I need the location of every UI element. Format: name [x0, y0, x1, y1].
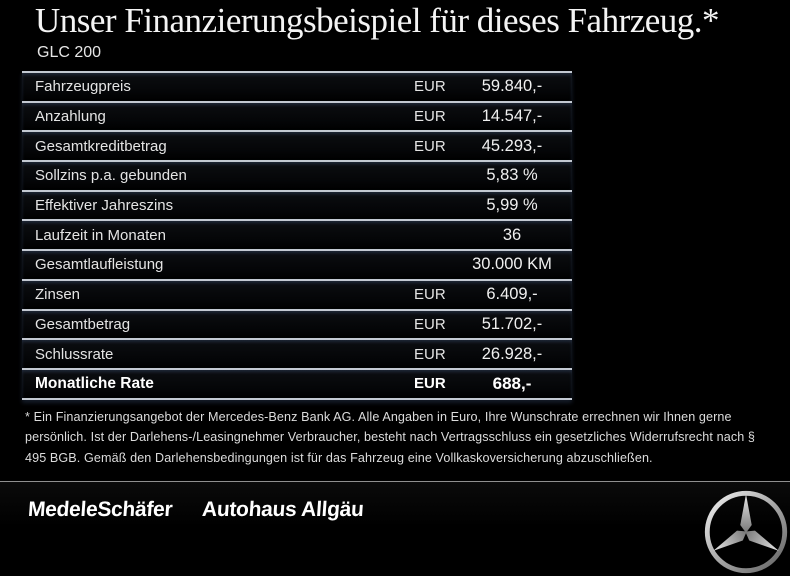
row-label: Schlussrate: [35, 345, 114, 363]
row-value-area: EUR 688,-: [414, 374, 564, 394]
row-value: 30.000 KM: [472, 255, 552, 274]
row-value-area: EUR 26.928,-: [414, 345, 564, 364]
table-row: Gesamtlaufleistung 30.000 KM: [22, 249, 572, 279]
row-label: Zinsen: [35, 286, 81, 304]
row-label: Fahrzeugpreis: [35, 78, 131, 96]
row-value: 51.702,-: [481, 314, 543, 333]
row-currency: EUR: [414, 315, 446, 333]
row-label: Effektiver Jahreszins: [35, 197, 174, 215]
legal-footnote: * Ein Finanzierungsangebot der Mercedes-…: [25, 410, 756, 465]
row-value-area: 5,99 %: [414, 196, 564, 215]
row-currency: EUR: [414, 286, 446, 304]
row-value-area: EUR 14.547,-: [414, 107, 564, 126]
footer-divider: [0, 481, 790, 482]
row-label: Gesamtkreditbetrag: [35, 137, 167, 155]
mercedes-star-icon: [704, 490, 788, 574]
row-value: 5,83 %: [486, 166, 538, 185]
table-row: Effektiver Jahreszins 5,99 %: [22, 189, 572, 220]
row-value-area: 5,83 %: [414, 166, 564, 185]
table-row: Gesamtbetrag EUR 51.702,-: [22, 308, 572, 339]
footer-bar: MedeleSchäfer Autohaus Allgäu: [0, 482, 790, 574]
row-currency: EUR: [414, 345, 446, 363]
row-value: 59.840,-: [481, 77, 543, 96]
row-label: Gesamtlaufleistung: [35, 256, 164, 274]
row-value: 688,-: [492, 373, 532, 393]
dealer-logo-autohaus-allgaeu: Autohaus Allgäu: [201, 498, 365, 521]
row-value: 36: [502, 225, 522, 244]
row-label: Monatliche Rate: [35, 374, 154, 392]
table-row: Monatliche Rate EUR 688,-: [22, 367, 572, 398]
dealer-logo-medele-schaefer: MedeleSchäfer: [27, 498, 174, 521]
row-label: Gesamtbetrag: [35, 315, 131, 333]
row-value: 45.293,-: [481, 136, 543, 155]
table-row: Laufzeit in Monaten 36: [22, 219, 572, 250]
row-value-area: EUR 45.293,-: [414, 137, 564, 156]
table-row: Zinsen EUR 6.409,-: [22, 278, 572, 309]
row-label: Anzahlung: [35, 108, 106, 126]
table-row: Schlussrate EUR 26.928,-: [22, 338, 572, 368]
page-title: Unser Finanzierungsbeispiel für dieses F…: [35, 1, 720, 40]
table-row: Sollzins p.a. gebunden 5,83 %: [22, 160, 572, 190]
table-row: Anzahlung EUR 14.547,-: [22, 100, 572, 131]
row-currency: EUR: [414, 137, 446, 155]
row-value-area: EUR 6.409,-: [414, 285, 564, 304]
row-value-area: EUR 51.702,-: [414, 315, 564, 334]
row-value-area: EUR 59.840,-: [414, 77, 564, 96]
row-value: 14.547,-: [481, 107, 543, 126]
table-row: Fahrzeugpreis EUR 59.840,-: [22, 71, 572, 101]
table-row: Gesamtkreditbetrag EUR 45.293,-: [22, 130, 572, 161]
row-currency: EUR: [414, 108, 446, 126]
row-currency: EUR: [414, 375, 446, 393]
row-value: 6.409,-: [486, 285, 538, 304]
row-value-area: 30.000 KM: [414, 255, 564, 274]
row-value: 5,99 %: [486, 196, 538, 215]
vehicle-model: GLC 200: [37, 44, 102, 61]
row-label: Sollzins p.a. gebunden: [35, 167, 187, 185]
row-value-area: 36: [414, 226, 564, 245]
row-label: Laufzeit in Monaten: [35, 226, 166, 244]
row-currency: EUR: [414, 78, 446, 96]
financing-table: Fahrzeugpreis EUR 59.840,- Anzahlung EUR…: [22, 71, 572, 400]
dealer-logos: MedeleSchäfer Autohaus Allgäu: [27, 498, 365, 522]
row-value: 26.928,-: [481, 344, 543, 363]
